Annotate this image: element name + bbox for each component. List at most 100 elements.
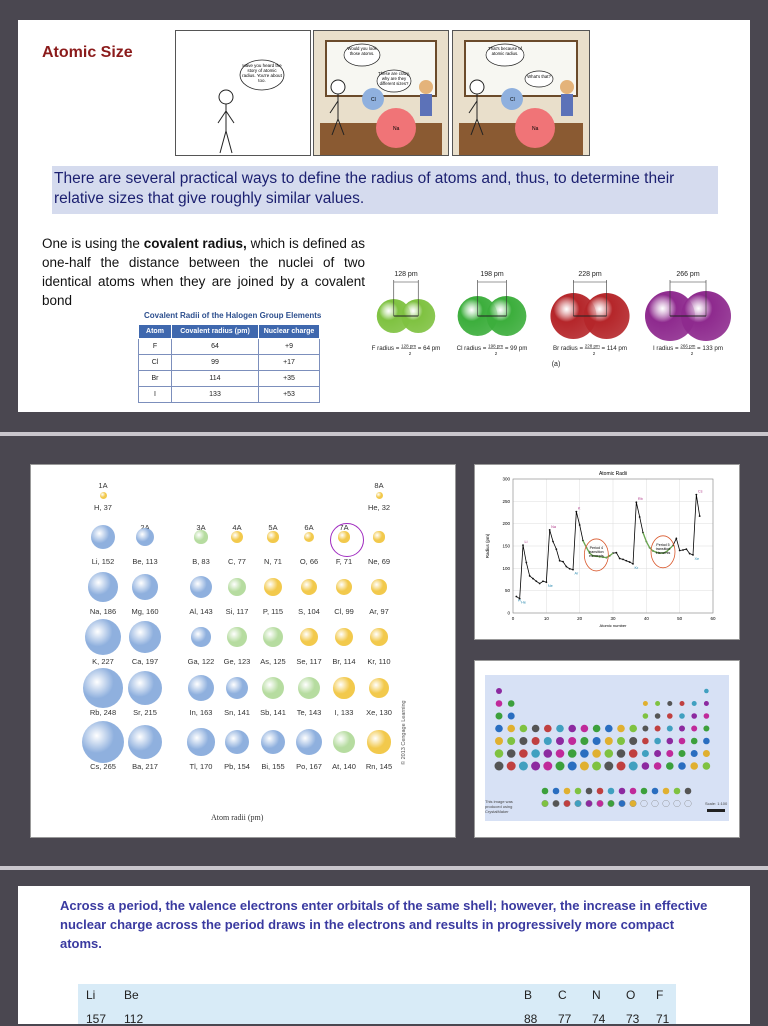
element-sphere [555,749,565,758]
crystalmaker-note: This image was produced using CrystalMak… [485,799,513,814]
atom-ball [373,531,385,543]
atom-label: Xe, 130 [366,708,392,717]
covalent-radius-text: One is using the covalent radius, which … [42,234,365,310]
halogen-table-title: Covalent Radii of the Halogen Group Elem… [144,311,322,320]
element-sphere [580,724,589,733]
element-sphere [563,799,571,807]
atom-label: Pb, 154 [224,762,250,771]
element-sphere [673,799,681,807]
data-point [572,568,574,571]
definition-callout: There are several practical ways to defi… [52,166,718,214]
comic-bubble-3b: What's that? [527,74,551,79]
atom-label: Br, 114 [332,657,356,666]
atom-label: I, 133 [334,708,354,717]
data-point [678,549,681,552]
atom-label: K, 227 [92,657,114,666]
atom-ball [300,578,318,596]
element-sphere [678,762,686,770]
element-sphere [616,761,626,771]
bond-distance-label: 128 pm [394,271,418,278]
atom-ball [90,524,116,550]
bond-distance-label: 198 pm [480,271,504,278]
element-sphere [642,713,649,719]
data-point [538,582,541,585]
element-sphere [666,762,674,770]
atom-ball [332,730,356,754]
atom-ball [336,579,352,595]
x-tick-label: 30 [610,616,616,621]
element-sphere [496,688,502,694]
element-sphere [691,725,698,732]
element-sphere [556,737,564,745]
molecule: 198 pm Cl radius = 198 pm = 99 pm2 [457,271,528,356]
annotation-circle [583,538,609,572]
radius-caption-denominator: 2 [691,351,694,356]
element-symbol: C [558,988,567,1002]
element-sphere [531,749,540,758]
element-sphere [596,799,604,807]
element-sphere [543,749,553,758]
element-sphere [641,762,650,770]
element-radius-value: 71 [656,1012,670,1026]
element-sphere [531,761,541,771]
atom-label: Li, 152 [91,557,115,566]
atom-label: He, 32 [367,503,391,512]
element-sphere [604,761,614,771]
table-cell: 133 [171,386,259,403]
element-sphere [629,724,637,733]
atom-label: Be, 113 [132,557,158,566]
ptable-background [485,675,729,821]
element-sphere [507,737,516,745]
table-header: Nuclear charge [258,324,320,339]
table-cell: +53 [258,386,320,403]
element-sphere [678,750,686,757]
element-sphere [579,761,589,771]
element-sphere [678,737,686,745]
data-point [638,516,641,518]
table-header: Atom [138,324,172,339]
element-sphere [567,749,577,758]
element-sphere [629,799,637,807]
atom-label: Ge, 123 [223,657,251,666]
element-sphere [641,750,649,757]
atom-label: As, 125 [260,657,286,666]
element-sphere [690,737,698,745]
atomic-radii-chart: Atomic Radii 0 50 100 150 200 250 300 0 10 20 30 40 5… [485,471,716,628]
atom-ball [225,676,249,700]
atom-ball [227,577,247,597]
element-sphere [507,724,515,733]
element-sphere [541,787,549,795]
radius-caption-denominator: 2 [593,351,596,356]
atom-label: B, 83 [192,557,210,566]
atom-ball [263,577,283,597]
element-sphere [654,750,662,757]
element-sphere [580,749,589,758]
atom-label: Rb, 248 [89,708,117,717]
table-cell: +17 [258,354,320,371]
comic-panel-1: Have you heard the story of atomic radiu… [175,30,311,156]
element-sphere [607,787,615,795]
x-tick-label: 0 [512,616,515,621]
atom-ball [83,668,123,708]
data-point [545,581,548,584]
element-sphere [617,737,625,745]
atom-label: Tl, 170 [189,762,213,771]
data-point [682,549,684,551]
point-label: Ne [548,584,553,588]
annotation-circle [650,535,676,569]
element-sphere [703,737,710,745]
halogen-radii-table: Atom Covalent radius (pm) Nuclear charge F… [138,324,320,403]
element-sphere [519,737,528,745]
element-sphere [531,737,540,745]
atom-ball [84,618,122,656]
slide-atomic-size: Atomic Size Have you heard the story of … [18,20,750,412]
element-sphere [642,701,648,706]
radius-caption-denominator: 2 [495,351,498,356]
x-tick-label: 60 [710,616,716,621]
element-sphere [640,799,648,807]
point-label: Ar [575,572,580,576]
element-sphere [507,712,515,720]
data-point [628,561,631,563]
atom-label: Ba, 217 [132,762,158,771]
element-sphere [552,787,560,795]
